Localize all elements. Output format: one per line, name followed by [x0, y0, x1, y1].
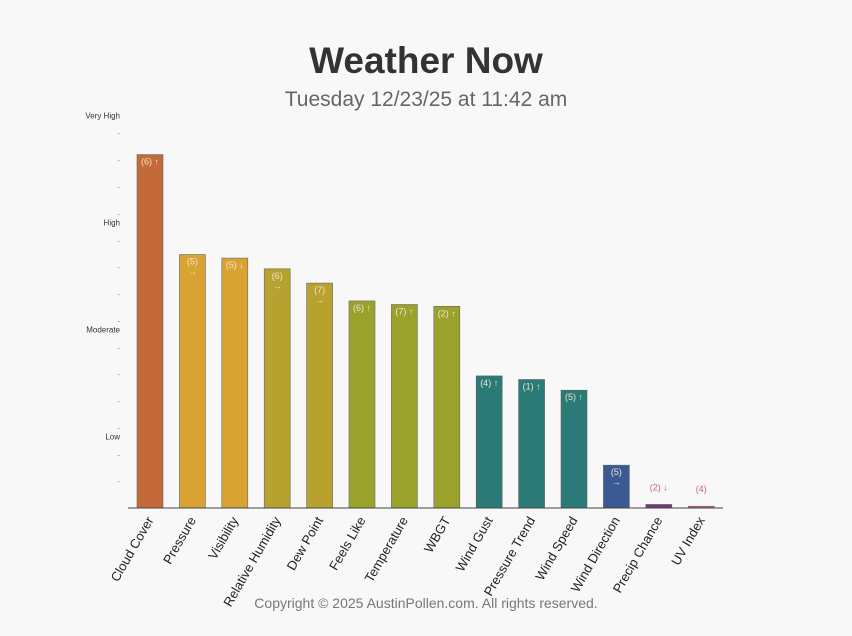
- y-minor-tick: -: [117, 450, 120, 459]
- bar: [263, 268, 291, 509]
- x-tick-label: Visibility: [205, 514, 242, 562]
- x-tick-label: Feels Like: [326, 514, 369, 573]
- y-tick-label: Moderate: [86, 326, 120, 335]
- bar-value-label: (7) ↑: [395, 307, 413, 317]
- x-tick-label: Temperature: [362, 514, 411, 585]
- copyright-text: Copyright © 2025 AustinPollen.com. All r…: [254, 595, 598, 611]
- bar-value-label: (6) ↑: [353, 303, 371, 313]
- bar: [179, 254, 206, 509]
- x-tick-label: Pressure: [160, 514, 199, 567]
- bar-value-label: (5) ↓: [226, 260, 244, 270]
- y-minor-tick: -: [117, 397, 120, 406]
- y-minor-tick: -: [117, 317, 120, 326]
- bar: [433, 305, 461, 509]
- y-minor-tick: -: [117, 156, 120, 165]
- x-tick-label: Wind Gust: [452, 514, 496, 574]
- y-tick-label: Very High: [85, 111, 120, 120]
- x-tick-label: WBGT: [421, 514, 454, 555]
- bar: [645, 504, 673, 509]
- bar: [560, 389, 588, 509]
- bar-trend-arrow: →: [612, 477, 621, 487]
- x-tick-label: Dew Point: [284, 514, 327, 573]
- bar-value-label: (2) ↑: [438, 308, 456, 318]
- bar: [475, 375, 503, 509]
- bar-value-label: (4) ↑: [480, 378, 498, 388]
- bar-value-label: (5): [611, 467, 622, 477]
- bar-value-label: (2) ↓: [650, 482, 668, 492]
- bar-trend-arrow: →: [188, 267, 197, 277]
- bar: [221, 257, 249, 509]
- x-tick-label: Cloud Cover: [107, 513, 156, 584]
- y-minor-tick: -: [117, 209, 120, 218]
- y-minor-tick: -: [117, 263, 120, 272]
- x-tick-label: UV Index: [668, 514, 708, 568]
- bar-value-label: (6): [272, 271, 283, 281]
- bar-value-label: (1) ↑: [523, 381, 541, 391]
- y-minor-tick: -: [117, 424, 120, 433]
- bar: [518, 379, 545, 509]
- bar-trend-arrow: →: [273, 281, 282, 291]
- bar: [136, 154, 164, 509]
- y-minor-tick: -: [117, 290, 120, 299]
- bar: [348, 300, 376, 509]
- bar-value-label: (5): [187, 257, 198, 267]
- bar: [603, 464, 630, 509]
- y-minor-tick: -: [117, 343, 120, 352]
- bar-value-label: (7): [314, 285, 325, 295]
- y-axis: Low Moderate High Very High - - - - - - - - - - - - - -: [85, 111, 120, 486]
- y-tick-label: High: [104, 218, 120, 227]
- bar-value-label: (4): [696, 484, 707, 494]
- page-title: Weather Now: [309, 40, 543, 81]
- bar-value-label: (6) ↑: [141, 157, 159, 167]
- bar-trend-arrow: →: [315, 295, 324, 305]
- bar: [391, 304, 418, 509]
- y-minor-tick: -: [117, 370, 120, 379]
- y-minor-tick: -: [117, 129, 120, 138]
- y-tick-label: Low: [105, 433, 120, 442]
- bar: [306, 282, 333, 509]
- bar-value-label: (5) ↑: [565, 392, 583, 402]
- page-subtitle: Tuesday 12/23/25 at 11:42 am: [284, 88, 568, 111]
- x-tick-label: Wind Speed: [532, 514, 580, 583]
- y-minor-tick: -: [117, 236, 120, 245]
- y-minor-tick: -: [117, 183, 120, 192]
- bars: (6) ↑(5)→(5) ↓(6)→ (7)→(6) ↑ (7) ↑ (2) ↑(4)…: [136, 154, 715, 509]
- y-minor-tick: -: [117, 477, 120, 486]
